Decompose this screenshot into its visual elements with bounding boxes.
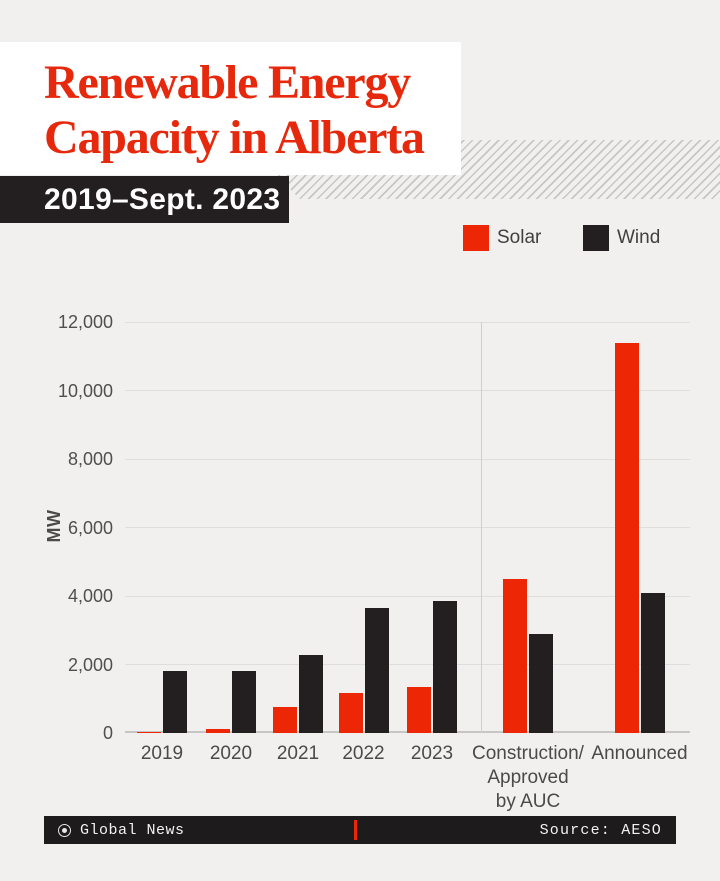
x-label-line: 2021 <box>276 743 320 764</box>
y-tick-10000: 10,000 <box>57 380 113 401</box>
legend-item-wind: Wind <box>583 225 660 251</box>
solar-swatch-icon <box>463 225 489 251</box>
x-label-line: Announced <box>591 743 688 764</box>
bar-solar-2019 <box>137 731 161 733</box>
global-news-logo-icon <box>58 823 71 837</box>
bar-solar-construction <box>503 578 527 733</box>
legend-label-solar: Solar <box>497 227 542 248</box>
gridline-10000 <box>125 390 690 391</box>
source-credit: Source: AESO <box>539 821 662 839</box>
y-tick-2000: 2,000 <box>67 654 113 675</box>
page-title-line2: Capacity in Alberta <box>44 111 425 164</box>
x-label-4: 2022 <box>299 742 429 766</box>
y-tick-0: 0 <box>102 723 113 743</box>
gridline-12000 <box>125 321 690 323</box>
bar-solar-2023 <box>407 687 431 733</box>
x-label-line: 2022 <box>342 743 385 764</box>
brand-name: Global News <box>80 821 185 839</box>
x-label-line: 2020 <box>209 743 253 764</box>
page-title-line1: Renewable Energy <box>44 56 411 109</box>
subtitle-badge: 2019–Sept. 2023 <box>0 176 289 223</box>
subtitle-text: 2019–Sept. 2023 <box>44 182 281 216</box>
x-label-7: Announced <box>575 742 705 766</box>
category-separator <box>480 322 482 733</box>
x-label-5: 2023 <box>367 742 497 766</box>
y-tick-4000: 4,000 <box>67 586 113 606</box>
y-tick-12000: 12,000 <box>57 312 113 332</box>
gridline-4000 <box>125 595 690 597</box>
x-label-line: 2023 <box>410 743 454 764</box>
footer-bar: Global News Source: AESO <box>44 816 676 844</box>
x-label-3: 2021 <box>233 742 363 766</box>
bar-wind-2020 <box>232 671 256 733</box>
title-card: Renewable Energy Capacity in Alberta <box>0 42 461 175</box>
x-label-1: 2019 <box>97 742 227 766</box>
bar-wind-construction <box>529 633 553 733</box>
x-label-6: Construction/Approved by AUC <box>463 742 593 814</box>
bar-wind-2022 <box>364 608 389 733</box>
x-label-line: 2019 <box>140 743 184 764</box>
page-title: Renewable Energy Capacity in Alberta <box>44 55 425 165</box>
y-tick-8000: 8,000 <box>67 449 113 469</box>
bar-wind-2023 <box>433 601 457 733</box>
bar-wind-2019 <box>163 671 187 733</box>
x-label-line: by AUC <box>495 791 561 812</box>
bar-solar-announced <box>614 342 639 733</box>
footer-divider-tick <box>354 820 357 840</box>
bar-solar-2020 <box>206 728 230 733</box>
bar-solar-2022 <box>338 692 363 733</box>
gridline-2000 <box>125 664 690 665</box>
bar-solar-2021 <box>273 706 297 733</box>
x-label-line: Approved <box>487 767 569 788</box>
legend-label-wind: Wind <box>617 227 661 248</box>
plot-area <box>125 321 690 733</box>
legend-item-solar: Solar <box>463 225 541 251</box>
gridline-6000 <box>125 527 690 528</box>
bar-wind-2021 <box>299 655 323 733</box>
x-label-line: Construction/ <box>472 743 584 764</box>
wind-swatch-icon <box>583 225 609 251</box>
y-tick-6000: 6,000 <box>67 517 113 538</box>
x-label-2: 2020 <box>166 742 296 766</box>
gridline-8000 <box>125 458 690 460</box>
bar-wind-announced <box>640 592 665 733</box>
